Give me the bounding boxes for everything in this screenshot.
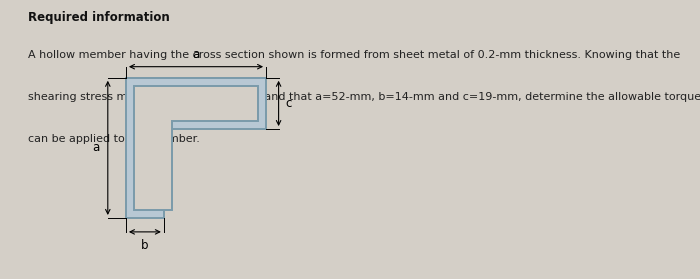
Text: Required information: Required information [28,11,169,24]
Text: can be applied to the member.: can be applied to the member. [28,134,200,144]
Text: c: c [286,97,292,110]
Text: a: a [193,48,200,61]
Text: shearing stress must not exceed 2.6 MPa, and that a=52-mm, b=14-mm and c=19-mm, : shearing stress must not exceed 2.6 MPa,… [28,92,700,102]
Text: a: a [92,141,99,154]
Polygon shape [134,86,258,210]
Text: A hollow member having the cross section shown is formed from sheet metal of 0.2: A hollow member having the cross section… [28,50,680,60]
Text: b: b [141,239,148,252]
Polygon shape [126,78,266,218]
